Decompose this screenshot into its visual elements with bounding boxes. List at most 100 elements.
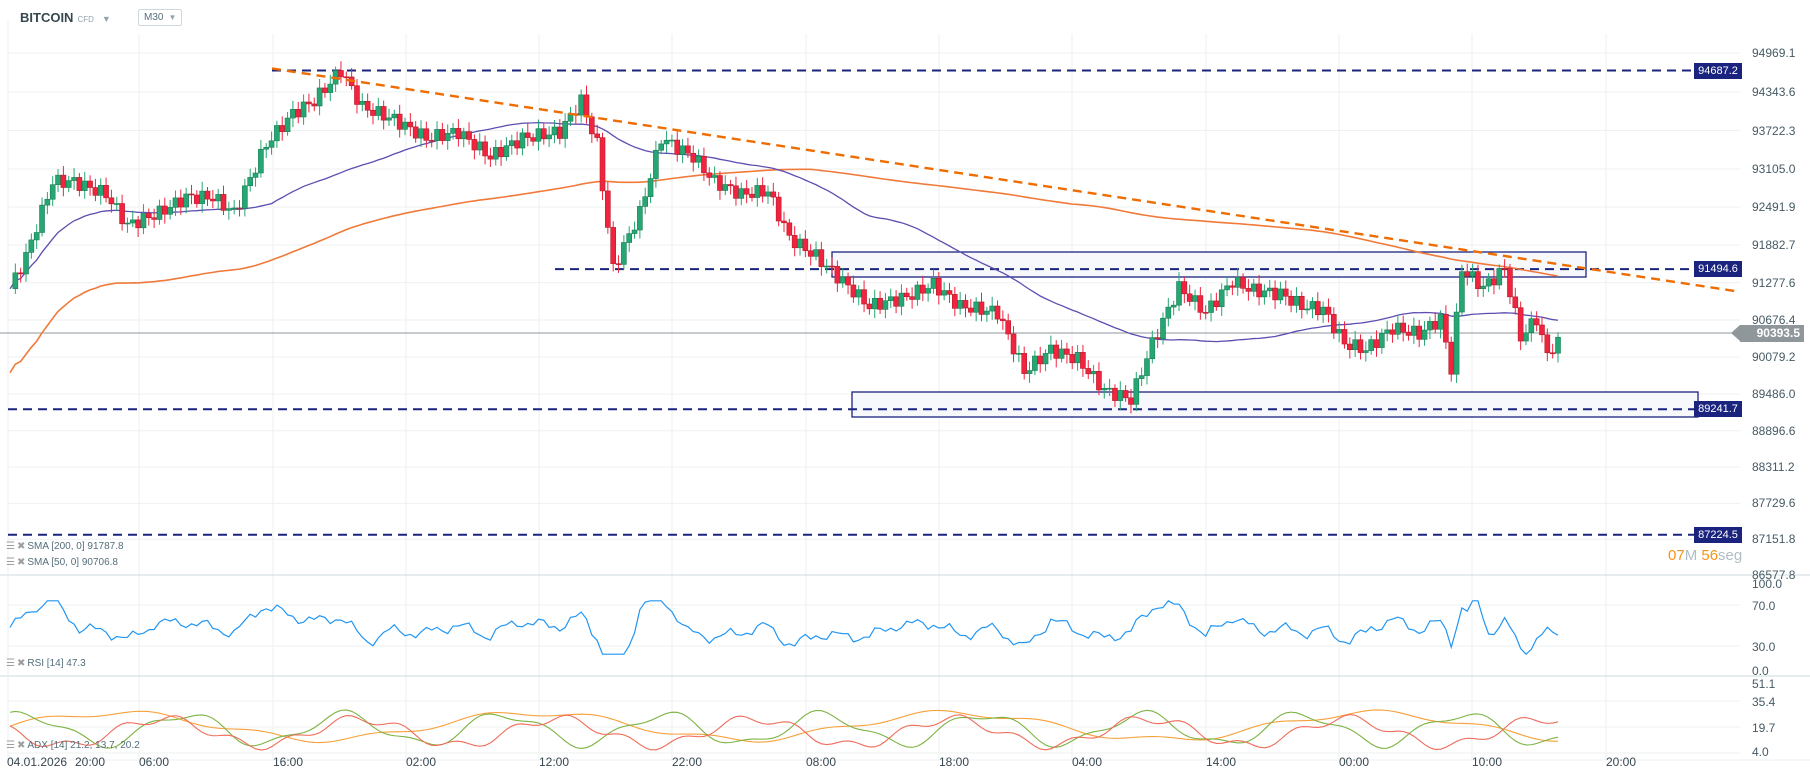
time-axis-label: 00:00: [1339, 755, 1370, 769]
time-axis-label: 14:00: [1206, 755, 1237, 769]
bearish-candle: [92, 187, 99, 196]
price-axis-label: 88311.2: [1752, 460, 1795, 475]
bullish-candle: [434, 129, 440, 141]
bearish-candle: [423, 128, 430, 141]
bullish-candle: [562, 120, 568, 139]
bearish-candle: [802, 238, 809, 251]
bearish-candle: [466, 131, 472, 140]
bullish-candle: [1336, 329, 1342, 334]
bullish-candle: [797, 238, 803, 249]
bearish-candle: [786, 222, 793, 236]
bearish-candle: [1053, 344, 1060, 359]
close-icon[interactable]: ✖: [16, 658, 26, 669]
bullish-candle: [1208, 300, 1214, 313]
bearish-candle: [1181, 281, 1188, 295]
rsi-axis-label: 70.0: [1752, 599, 1776, 613]
bearish-candle: [1005, 320, 1011, 335]
bearish-candle: [380, 106, 387, 121]
bearish-candle: [994, 305, 1001, 320]
time-axis-label: 06:00: [139, 755, 170, 769]
support-zone: [851, 391, 1699, 418]
settings-icon[interactable]: ☰: [6, 740, 15, 751]
time-axis-label: 10:00: [1472, 755, 1503, 769]
bullish-candle: [1528, 318, 1535, 334]
bearish-candle: [1186, 293, 1193, 302]
level-price-tag: 89241.7: [1694, 401, 1742, 418]
bearish-candle: [455, 128, 462, 140]
bearish-candle: [1544, 334, 1551, 354]
bullish-candle: [508, 140, 515, 146]
bullish-candle: [1480, 285, 1487, 290]
bullish-candle: [930, 278, 937, 289]
bullish-candle: [1144, 358, 1150, 376]
rsi-axis-label: 0.0: [1752, 664, 1769, 678]
timeframe-selector[interactable]: M30 ▼: [138, 9, 183, 26]
bullish-candle: [1368, 339, 1374, 351]
bullish-candle: [172, 197, 179, 208]
bullish-candle: [284, 117, 291, 132]
bullish-candle: [1250, 283, 1257, 292]
bullish-candle: [1058, 348, 1065, 359]
bullish-candle: [1165, 306, 1172, 319]
price-axis-label: 90079.2: [1752, 350, 1796, 365]
legend-rsi[interactable]: ☰ ✖ RSI [14] 47.3: [6, 658, 86, 669]
bearish-candle: [727, 184, 734, 187]
bullish-candle: [653, 149, 659, 179]
chart-toolbar: BITCOIN CFD ▼ M30 ▼: [0, 0, 1810, 34]
bearish-candle: [1533, 318, 1540, 326]
bearish-candle: [919, 284, 926, 294]
adx-line: [9, 709, 1559, 744]
bullish-candle: [1090, 370, 1097, 375]
time-axis-label: 04:00: [1072, 755, 1103, 769]
close-icon[interactable]: ✖: [16, 557, 26, 568]
time-axis-label: 18:00: [939, 755, 970, 769]
bullish-candle: [722, 184, 729, 191]
bullish-candle: [1384, 329, 1390, 334]
bullish-candle: [1496, 268, 1503, 286]
bullish-candle: [1266, 287, 1273, 292]
timeframe-label: M30: [144, 12, 164, 23]
bearish-candle: [1331, 314, 1337, 334]
bearish-candle: [952, 294, 958, 309]
bearish-candle: [845, 276, 851, 286]
settings-icon[interactable]: ☰: [6, 658, 15, 669]
legend-adx[interactable]: ☰ ✖ ADX [14] 21.2, 13.7, 20.2: [6, 740, 140, 751]
bearish-candle: [1213, 300, 1220, 307]
settings-icon[interactable]: ☰: [6, 541, 15, 552]
adx-axis-label: 51.1: [1752, 677, 1776, 691]
bullish-candle: [386, 117, 392, 121]
bearish-candle: [1373, 339, 1380, 348]
bearish-candle: [1501, 268, 1508, 270]
bearish-candle: [1010, 333, 1017, 355]
bullish-candle: [1277, 288, 1284, 301]
bullish-candle: [274, 125, 280, 142]
bearish-candle: [1298, 295, 1305, 310]
bearish-candle: [1325, 306, 1332, 315]
bullish-candle: [1138, 375, 1145, 379]
close-icon[interactable]: ✖: [16, 740, 26, 751]
bullish-candle: [984, 310, 990, 315]
bearish-candle: [306, 101, 312, 105]
bullish-candle: [1170, 304, 1177, 308]
bullish-candle: [1149, 337, 1156, 360]
bullish-candle: [1523, 332, 1529, 342]
bullish-candle: [546, 134, 552, 140]
time-axis-label: 08:00: [806, 755, 837, 769]
symbol-selector[interactable]: BITCOIN CFD ▼: [20, 10, 111, 25]
symbol-type: CFD: [77, 15, 94, 24]
legend-sma200[interactable]: ☰ ✖ SMA [200, 0] 91787.8: [6, 541, 124, 552]
bullish-candle: [1016, 353, 1022, 355]
bearish-candle: [589, 116, 595, 135]
level-price-tag: 94687.2: [1694, 62, 1742, 79]
bearish-candle: [17, 272, 24, 275]
bearish-candle: [893, 296, 899, 307]
bearish-candle: [1021, 353, 1028, 374]
settings-icon[interactable]: ☰: [6, 557, 15, 568]
bearish-candle: [471, 139, 478, 151]
bearish-candle: [615, 263, 622, 265]
bearish-candle: [946, 290, 953, 295]
bearish-candle: [482, 141, 488, 157]
legend-sma50[interactable]: ☰ ✖ SMA [50, 0] 90706.8: [6, 557, 118, 568]
close-icon[interactable]: ✖: [16, 541, 26, 552]
